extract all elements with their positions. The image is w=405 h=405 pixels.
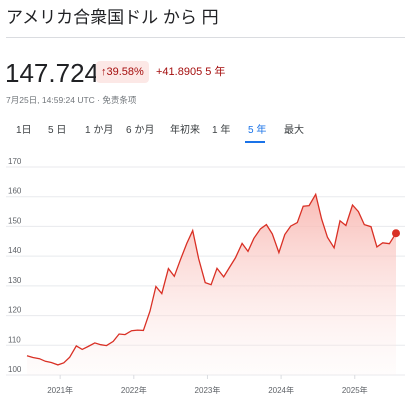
change-period: 5 年 — [205, 66, 226, 78]
y-tick-label: 120 — [8, 306, 22, 315]
divider — [6, 37, 405, 38]
range-tab[interactable]: 6 か月 — [126, 125, 155, 136]
range-tab[interactable]: 1 年 — [212, 125, 231, 136]
range-tab[interactable]: 5 日 — [48, 125, 67, 136]
price-line — [26, 192, 397, 366]
y-tick-label: 150 — [8, 216, 22, 225]
y-tick-label: 130 — [8, 276, 22, 285]
range-tab[interactable]: 5 年 — [248, 125, 267, 136]
selected-underline — [245, 141, 265, 143]
range-tab[interactable]: 年初来 — [170, 125, 200, 136]
change: +41.8905 5 年 — [156, 61, 225, 83]
range-tab[interactable]: 1 か月 — [85, 125, 114, 136]
range-tab[interactable]: 最大 — [284, 125, 304, 136]
change-abs: +41.8905 — [156, 66, 203, 78]
x-tick-label: 2023年 — [195, 385, 221, 395]
x-tick-label: 2021年 — [47, 385, 73, 395]
y-tick-label: 140 — [8, 246, 22, 255]
change-badge: ↑39.58% — [96, 61, 149, 83]
x-tick-label: 2022年 — [121, 385, 147, 395]
y-tick-label: 160 — [8, 187, 22, 196]
y-tick-label: 170 — [8, 157, 22, 166]
chart: 100 110 120 130 140 150 160 170 2021年 2022年 2023年 2… — [6, 157, 405, 395]
y-tick-label: 110 — [8, 335, 21, 344]
timestamp: 7月25日, 14:59:24 UTC · 免责条项 — [6, 95, 137, 105]
title: アメリカ合衆国ドル から 円 — [6, 8, 219, 27]
x-tick-label: 2024年 — [268, 385, 294, 395]
up-arrow: ↑ — [101, 66, 107, 78]
price: 147.7245 — [5, 58, 114, 88]
range-tab[interactable]: 1日 — [16, 125, 32, 136]
y-tick-label: 100 — [8, 365, 22, 374]
x-tick-label: 2025年 — [342, 385, 368, 395]
last-point — [392, 229, 400, 238]
change-pct: 39.58% — [106, 66, 144, 78]
